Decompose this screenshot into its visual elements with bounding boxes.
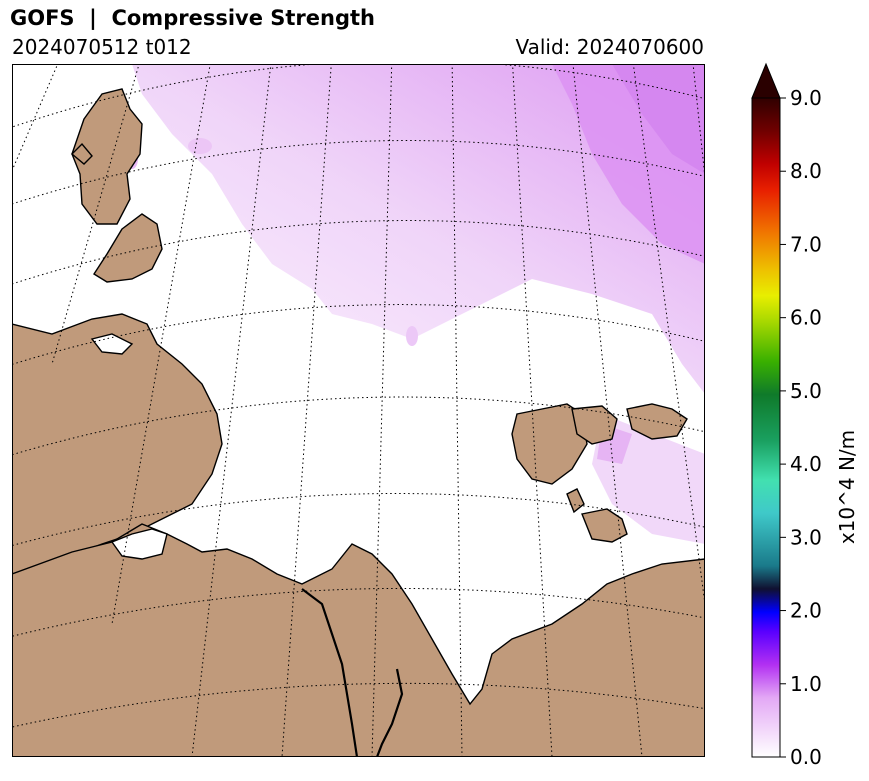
rivers: [301, 588, 404, 757]
colorbar-tick-label: 6.0: [790, 306, 822, 330]
colorbar-tick-label: 5.0: [790, 379, 822, 403]
colorbar-label: x10^4 N/m: [835, 430, 859, 544]
colorbar-tick-label: 1.0: [790, 672, 822, 696]
land: [12, 88, 705, 757]
graticule: [12, 64, 705, 757]
colorbar-tick-label: 2.0: [790, 599, 822, 623]
colorbar-tick-label: 0.0: [790, 745, 822, 765]
colorbar-ticks: 0.0 1.0 2.0 3.0 4.0 5.0 6.0 7.0 8.0 9.0: [780, 86, 822, 765]
run-info: 2024070512 t012: [12, 35, 192, 59]
map-panel: [12, 64, 705, 757]
colorbar-tick-label: 4.0: [790, 452, 822, 476]
colorbar-tick-label: 8.0: [790, 159, 822, 183]
colorbar-tick-label: 3.0: [790, 525, 822, 549]
colorbar-tick-label: 9.0: [790, 86, 822, 110]
colorbar: 0.0 1.0 2.0 3.0 4.0 5.0 6.0 7.0 8.0 9.0 x10^4 N/m: [751, 62, 859, 765]
colorbar-tick-label: 7.0: [790, 232, 822, 256]
map-title: GOFS | Compressive Strength: [10, 6, 375, 30]
valid-time: Valid: 2024070600: [515, 35, 704, 59]
